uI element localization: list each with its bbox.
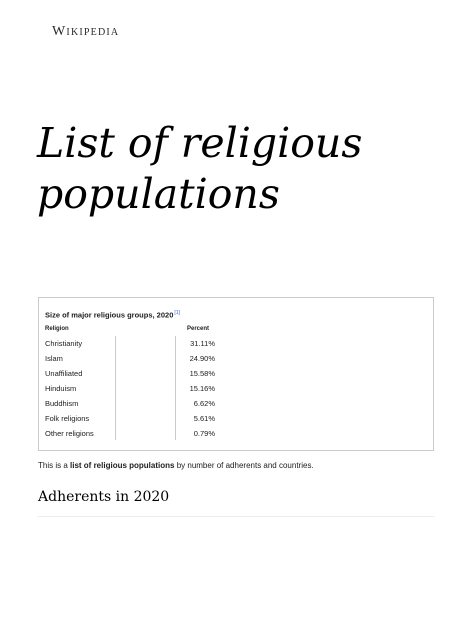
column-divider bbox=[175, 336, 176, 440]
intro-prefix: This is a bbox=[38, 461, 71, 470]
religion-name: Buddhism bbox=[45, 399, 79, 408]
column-divider bbox=[115, 336, 116, 440]
section-heading: Adherents in 2020 bbox=[38, 489, 170, 505]
table-row: Unaffiliated 15.58% bbox=[45, 369, 215, 384]
column-header-religion: Religion bbox=[45, 326, 69, 332]
column-header-percent: Percent bbox=[187, 326, 210, 332]
infobox-caption-text: Size of major religious groups, 2020 bbox=[45, 310, 174, 320]
page-title: List of religious populations bbox=[37, 118, 457, 220]
page-title-line-1: List of religious bbox=[37, 119, 363, 167]
religion-name: Other religions bbox=[45, 429, 94, 438]
citation-link[interactable]: [1] bbox=[174, 310, 180, 316]
religion-name: Christianity bbox=[45, 339, 83, 348]
religion-percent: 31.11% bbox=[190, 339, 215, 348]
table-row: Christianity 31.11% bbox=[45, 339, 215, 354]
intro-suffix: by number of adherents and countries. bbox=[174, 461, 314, 470]
infobox-caption: Size of major religious groups, 2020[1] bbox=[45, 310, 180, 320]
table-row: Folk religions 5.61% bbox=[45, 414, 215, 429]
religion-name: Hinduism bbox=[45, 384, 77, 393]
religion-percent: 6.62% bbox=[193, 399, 215, 408]
religion-percent: 5.61% bbox=[193, 414, 215, 423]
table-row: Hinduism 15.16% bbox=[45, 384, 215, 399]
religion-percent: 24.90% bbox=[189, 354, 215, 363]
section-divider bbox=[38, 516, 434, 517]
table-row: Buddhism 6.62% bbox=[45, 399, 215, 414]
table-row: Islam 24.90% bbox=[45, 354, 215, 369]
religion-name: Folk religions bbox=[45, 414, 90, 423]
intro-paragraph: This is a list of religious populations … bbox=[38, 461, 458, 470]
religion-name: Islam bbox=[45, 354, 63, 363]
religion-percent: 15.16% bbox=[189, 384, 215, 393]
religion-percent: 15.58% bbox=[189, 369, 215, 378]
religious-groups-infobox: Size of major religious groups, 2020[1] … bbox=[38, 297, 434, 451]
religion-name: Unaffiliated bbox=[45, 369, 83, 378]
page-title-line-2: populations bbox=[37, 170, 280, 218]
intro-bold-term: list of religious populations bbox=[70, 461, 175, 470]
religion-percent: 0.79% bbox=[193, 429, 215, 438]
wikipedia-wordmark[interactable]: Wikipedia bbox=[52, 24, 120, 39]
table-row: Other religions 0.79% bbox=[45, 429, 215, 444]
